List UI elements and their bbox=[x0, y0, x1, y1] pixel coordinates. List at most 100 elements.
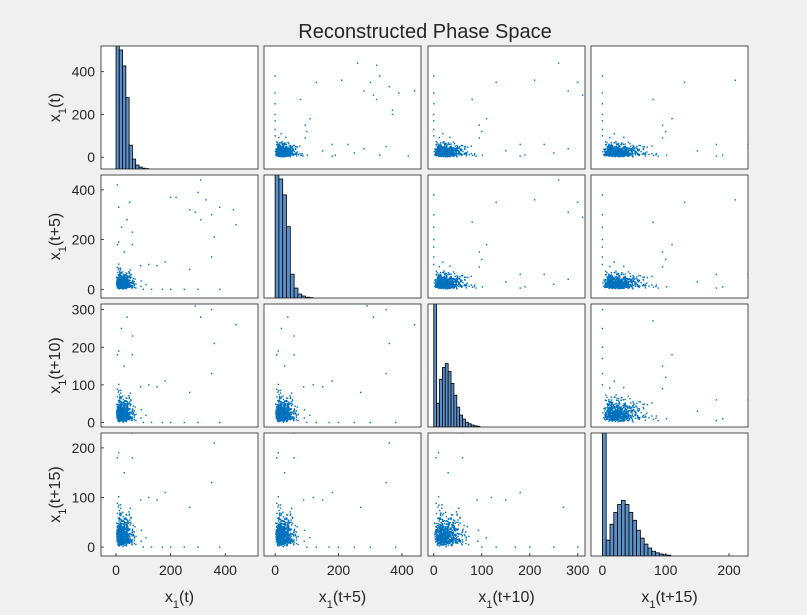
chart-title: Reconstructed Phase Space bbox=[298, 21, 552, 43]
scatter-point bbox=[125, 400, 127, 402]
scatter-point bbox=[456, 145, 459, 148]
scatter-point bbox=[460, 279, 463, 281]
scatter-point bbox=[293, 144, 295, 147]
scatter-point bbox=[444, 285, 447, 287]
scatter-point bbox=[437, 148, 440, 150]
scatter-point bbox=[433, 263, 435, 266]
scatter-point bbox=[440, 273, 442, 276]
scatter-point bbox=[463, 146, 466, 148]
scatter-point bbox=[124, 286, 127, 288]
scatter-point bbox=[449, 146, 452, 148]
scatter-point bbox=[280, 397, 282, 399]
scatter-point bbox=[189, 209, 191, 211]
scatter-point bbox=[453, 147, 456, 150]
scatter-point bbox=[131, 287, 133, 289]
scatter-point bbox=[633, 146, 635, 148]
scatter-point bbox=[605, 140, 607, 143]
scatter-point bbox=[442, 147, 444, 150]
scatter-point bbox=[436, 147, 439, 150]
scatter-point bbox=[117, 403, 120, 406]
scatter-point bbox=[129, 283, 131, 285]
scatter-point bbox=[116, 411, 118, 413]
scatter-point bbox=[623, 285, 625, 287]
scatter-point bbox=[120, 226, 123, 228]
scatter-point bbox=[284, 411, 287, 413]
scatter-point bbox=[124, 285, 126, 287]
scatter-point bbox=[334, 154, 337, 156]
scatter-point bbox=[119, 397, 121, 400]
scatter-point bbox=[452, 155, 454, 157]
scatter-point bbox=[438, 146, 440, 148]
scatter-point bbox=[131, 335, 134, 337]
scatter-point bbox=[446, 155, 448, 157]
scatter-point bbox=[126, 414, 128, 416]
scatter-point bbox=[638, 153, 640, 156]
scatter-point bbox=[277, 154, 280, 157]
scatter-point bbox=[135, 413, 137, 416]
histogram-bar bbox=[278, 178, 284, 298]
scatter-point bbox=[448, 143, 451, 146]
scatter-point bbox=[450, 152, 452, 155]
y-tick-label: 100 bbox=[72, 377, 96, 393]
scatter-point bbox=[632, 156, 634, 158]
scatter-point bbox=[444, 142, 446, 145]
scatter-point bbox=[433, 75, 435, 77]
scatter-point bbox=[629, 152, 632, 154]
scatter-point bbox=[438, 279, 441, 281]
scatter-point bbox=[279, 155, 281, 158]
scatter-point bbox=[629, 279, 631, 281]
histogram-bar bbox=[282, 194, 287, 298]
scatter-point bbox=[122, 273, 124, 275]
scatter-point bbox=[617, 285, 619, 287]
scatter-point bbox=[122, 278, 125, 280]
panel-border bbox=[100, 303, 259, 428]
scatter-point bbox=[448, 285, 450, 287]
scatter-point bbox=[478, 266, 481, 268]
scatter-point bbox=[119, 274, 122, 277]
scatter-point bbox=[624, 148, 627, 151]
scatter-point bbox=[213, 342, 216, 345]
scatter-point bbox=[439, 144, 441, 147]
scatter-point bbox=[734, 79, 737, 81]
scatter-point bbox=[125, 274, 127, 276]
scatter-point bbox=[128, 285, 130, 288]
scatter-point bbox=[278, 147, 280, 150]
scatter-point bbox=[118, 411, 121, 414]
histogram-bar bbox=[131, 158, 137, 169]
scatter-point bbox=[459, 153, 462, 156]
scatter-point bbox=[445, 272, 447, 275]
scatter-point bbox=[126, 403, 128, 405]
scatter-point bbox=[290, 152, 293, 154]
scatter-point bbox=[444, 149, 447, 152]
scatter-point bbox=[128, 395, 130, 397]
scatter-point bbox=[116, 284, 118, 287]
scatter-point bbox=[626, 153, 629, 155]
scatter-point bbox=[128, 408, 130, 410]
scatter-point bbox=[433, 120, 435, 122]
scatter-point bbox=[437, 153, 440, 155]
scatter-point bbox=[280, 155, 283, 158]
scatter-point bbox=[128, 417, 130, 420]
scatter-point bbox=[630, 275, 632, 278]
scatter-point bbox=[475, 287, 477, 289]
scatter-point bbox=[120, 416, 122, 418]
scatter-point bbox=[603, 286, 606, 288]
scatter-point bbox=[630, 280, 632, 283]
scatter-point bbox=[124, 418, 127, 421]
scatter-point bbox=[121, 410, 124, 413]
scatter-point bbox=[657, 155, 659, 157]
scatter-point bbox=[628, 154, 630, 156]
scatter-point bbox=[438, 148, 441, 150]
scatter-point bbox=[439, 149, 441, 152]
scatter-point bbox=[291, 150, 293, 153]
scatter-point bbox=[127, 279, 130, 281]
scatter-point bbox=[123, 418, 125, 421]
y-tick-label: 200 bbox=[72, 106, 96, 122]
scatter-point bbox=[452, 287, 455, 289]
scatter-point bbox=[116, 414, 118, 416]
scatter-point bbox=[611, 280, 613, 282]
scatter-point bbox=[615, 145, 617, 148]
scatter-point bbox=[123, 278, 126, 280]
scatter-point bbox=[290, 147, 292, 150]
scatter-point bbox=[464, 283, 466, 286]
